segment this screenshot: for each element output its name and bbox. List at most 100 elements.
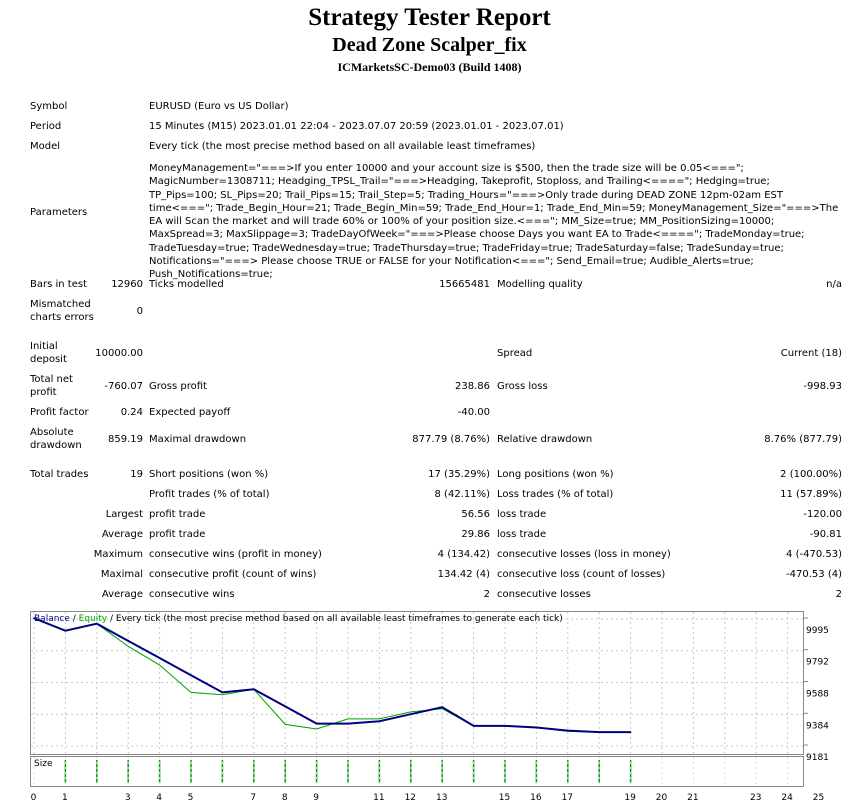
parameters-label: Parameters — [30, 207, 88, 218]
absdd-value: 859.19 — [108, 434, 143, 445]
x-tick-label: 0 — [31, 793, 37, 803]
equity-line — [33, 617, 631, 733]
maxdd-label: Maximal drawdown — [149, 434, 247, 445]
ticks-label: Ticks modelled — [149, 279, 224, 290]
max-consec-losses-value: 4 (-470.53) — [786, 549, 842, 560]
maximal-consec-loss-label: consecutive loss (count of losses) — [497, 569, 666, 580]
avg-consec-losses-value: 2 — [835, 589, 842, 600]
y-tick-label: 9384 — [806, 721, 829, 731]
total-trades-value: 19 — [130, 469, 143, 480]
x-tick-label: 20 — [656, 793, 668, 803]
chart-plot-area — [31, 612, 851, 754]
total-trades-label: Total trades — [30, 469, 89, 480]
largest-profit-value: 56.56 — [461, 509, 490, 520]
netprofit-label-1: Total net — [30, 374, 73, 385]
parameters-value: MoneyManagement="===>If you enter 10000 … — [149, 163, 839, 281]
balance-equity-chart: Balance / Equity / Every tick (the most … — [30, 611, 851, 755]
balance-point — [33, 617, 35, 620]
max-consec-losses-label: consecutive losses (loss in money) — [497, 549, 671, 560]
y-tick-label: 9792 — [806, 658, 829, 668]
legend-description: / Every tick (the most precise method ba… — [107, 614, 563, 624]
balance-point — [347, 722, 349, 725]
symbol-label: Symbol — [30, 101, 68, 112]
profit-factor-label: Profit factor — [30, 407, 89, 418]
mismatch-label-2: charts errors — [30, 312, 94, 323]
period-label: Period — [30, 121, 62, 132]
largest-loss-value: -120.00 — [803, 509, 842, 520]
average2-label: Average — [101, 589, 143, 600]
maximal-consec-profit-label: consecutive profit (count of wins) — [149, 569, 317, 580]
x-tick-label: 15 — [499, 793, 510, 803]
maximal-label: Maximal — [100, 569, 143, 580]
loss-trades-value: 11 (57.89%) — [780, 489, 842, 500]
balance-point — [504, 725, 506, 727]
spread-value: Current (18) — [780, 348, 842, 359]
legend-equity: Equity — [78, 614, 108, 624]
profit-trades-label: Profit trades (% of total) — [149, 489, 270, 500]
balance-point — [567, 729, 569, 732]
long-label: Long positions (won %) — [497, 469, 614, 480]
symbol-value: EURUSD (Euro vs US Dollar) — [149, 101, 289, 112]
avg-consec-wins-label: consecutive wins — [149, 589, 235, 600]
maximal-consec-profit-value: 134.42 (4) — [437, 569, 490, 580]
netprofit-label-2: profit — [30, 387, 57, 398]
mismatch-label-1: Mismatched — [30, 299, 91, 310]
balance-point — [221, 691, 224, 694]
balance-point — [598, 731, 600, 733]
absdd-label-2: drawdown — [30, 440, 82, 451]
payoff-label: Expected payoff — [149, 407, 231, 418]
netprofit-value: -760.07 — [104, 381, 143, 392]
maximum-label: Maximum — [93, 549, 143, 560]
short-label: Short positions (won %) — [149, 469, 269, 480]
max-consec-wins-label: consecutive wins (profit in money) — [149, 549, 322, 560]
balance-point — [441, 706, 444, 708]
balance-point — [253, 688, 255, 691]
x-tick-label: 24 — [781, 793, 793, 803]
legend-balance: Balance — [34, 614, 70, 624]
period-value: 15 Minutes (M15) 2023.01.01 22:04 - 2023… — [149, 121, 564, 132]
x-tick-label: 13 — [436, 793, 447, 803]
x-tick-label: 12 — [405, 793, 416, 803]
avg-consec-losses-label: consecutive losses — [497, 589, 591, 600]
x-tick-label: 4 — [156, 793, 162, 803]
x-tick-label: 3 — [125, 793, 131, 803]
avg-consec-wins-value: 2 — [483, 589, 490, 600]
balance-point — [284, 705, 286, 708]
grossloss-label: Gross loss — [497, 381, 548, 392]
balance-point — [190, 674, 192, 676]
y-tick-label: 9995 — [806, 626, 829, 636]
expert-name: Dead Zone Scalper_fix — [332, 34, 527, 56]
profit-trades-value: 8 (42.11%) — [434, 489, 490, 500]
largest-profit-label: profit trade — [149, 509, 206, 520]
average-label: Average — [101, 529, 143, 540]
model-value: Every tick (the most precise method base… — [149, 141, 536, 152]
legend-separator: / — [69, 614, 79, 624]
bars-label: Bars in test — [30, 279, 87, 290]
x-tick-label: 8 — [282, 793, 288, 803]
profit-factor-value: 0.24 — [120, 407, 143, 418]
x-tick-label: 7 — [250, 793, 256, 803]
quality-label: Modelling quality — [497, 279, 583, 290]
bars-value: 12960 — [111, 279, 143, 290]
balance-point — [378, 720, 381, 723]
spread-label: Spread — [497, 348, 533, 359]
max-consec-wins-value: 4 (134.42) — [437, 549, 490, 560]
largest-loss-label: loss trade — [497, 509, 547, 520]
average-profit-label: profit trade — [149, 529, 206, 540]
short-value: 17 (35.29%) — [428, 469, 490, 480]
maximal-consec-loss-value: -470.53 (4) — [786, 569, 842, 580]
size-label: Size — [34, 759, 53, 769]
x-tick-label: 19 — [624, 793, 636, 803]
maxdd-value: 877.79 (8.76%) — [412, 434, 490, 445]
size-chart: Size — [30, 756, 851, 787]
balance-point — [64, 629, 67, 632]
ticks-value: 15665481 — [439, 279, 490, 290]
server-build: ICMarketsSC-Demo03 (Build 1408) — [337, 60, 522, 74]
reldd-label: Relative drawdown — [497, 434, 593, 445]
y-tick-label: 9588 — [806, 690, 829, 700]
average-loss-label: loss trade — [497, 529, 547, 540]
long-value: 2 (100.00%) — [780, 469, 842, 480]
x-tick-label: 23 — [750, 793, 761, 803]
chart-y-axis: 9995 9792 9588 9384 9181 — [804, 617, 829, 761]
x-tick-label: 1 — [62, 793, 68, 803]
